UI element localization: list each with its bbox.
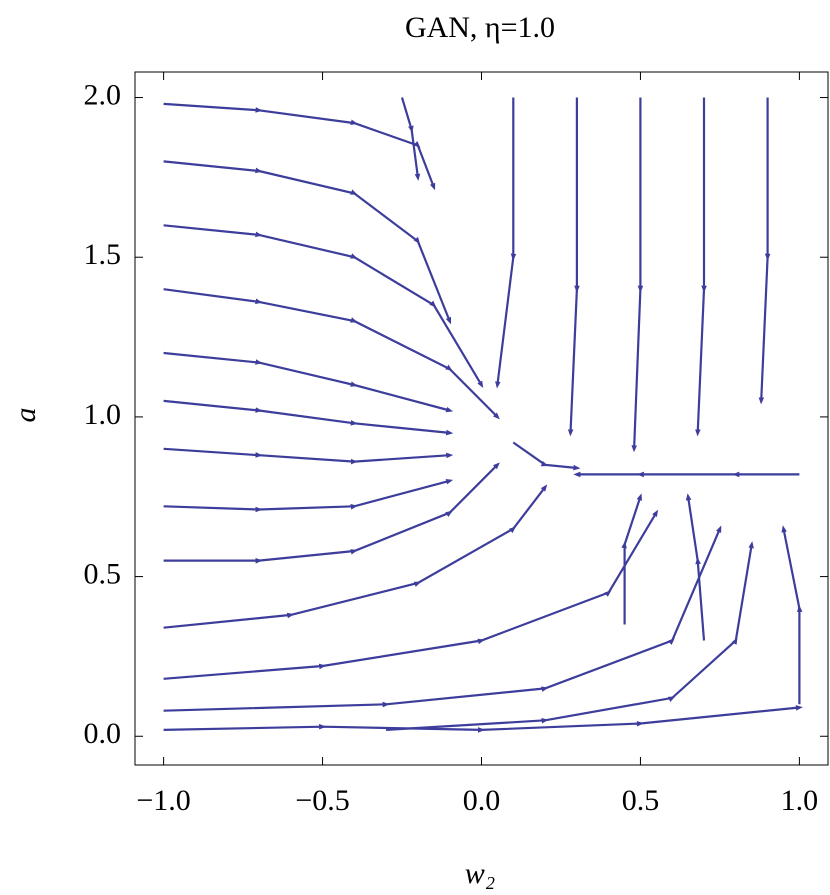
x-tick-label: −0.5 <box>295 784 349 817</box>
streamline <box>386 541 754 731</box>
x-tick-label: 0.0 <box>463 784 501 817</box>
x-tick-label: 1.0 <box>781 784 819 817</box>
plot-frame <box>134 71 829 766</box>
y-tick-label: 1.0 <box>84 398 122 431</box>
streamline <box>631 97 644 453</box>
streamline <box>163 288 500 420</box>
y-tick-label: 1.5 <box>84 238 122 271</box>
streamline <box>163 705 803 733</box>
streamline <box>495 97 517 389</box>
streamline <box>163 447 454 465</box>
streamline <box>163 399 454 436</box>
streamline <box>512 441 581 471</box>
streamline <box>400 97 421 181</box>
streamline <box>621 493 642 625</box>
streamline <box>163 160 452 325</box>
streamline <box>163 509 659 680</box>
chart-title: GAN, η=1.0 <box>405 11 555 44</box>
y-tick-label: 0.0 <box>84 717 122 750</box>
streamline <box>758 97 771 405</box>
x-tick-label: −1.0 <box>136 784 190 817</box>
streamline <box>695 97 707 437</box>
x-axis-label: w₂ <box>465 857 495 890</box>
x-tick-label: 0.5 <box>622 784 660 817</box>
streamline <box>685 493 706 641</box>
streamline <box>163 351 454 413</box>
streamline <box>781 525 803 705</box>
streamline <box>567 97 580 437</box>
streamline <box>163 462 500 564</box>
streamline <box>163 102 436 191</box>
y-tick-label: 0.5 <box>84 557 122 590</box>
streamline <box>163 478 454 513</box>
y-tick-label: 2.0 <box>84 78 122 111</box>
y-axis-label: a <box>9 408 42 423</box>
